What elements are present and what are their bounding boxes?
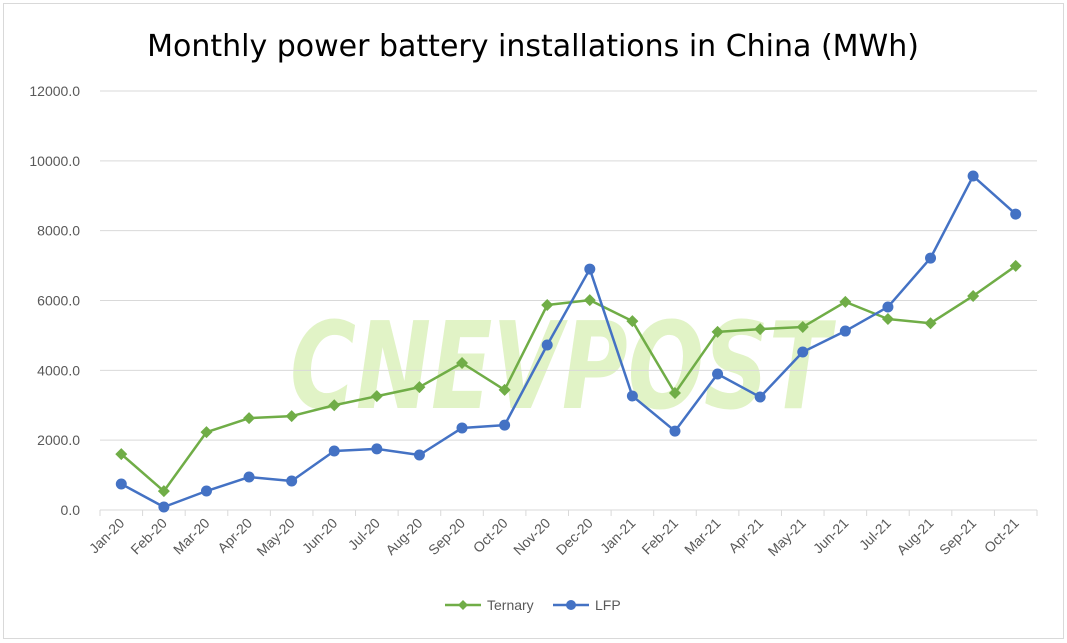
x-tick-label: Apr-21 [725,515,766,556]
data-point [243,412,256,425]
x-tick-label: Apr-20 [214,515,255,556]
data-point [499,419,511,431]
data-point [754,391,766,403]
legend-marker [458,600,468,610]
x-tick-label: Jul-20 [345,515,383,553]
x-tick-label: Sep-21 [936,515,979,558]
x-tick-label: Sep-20 [425,515,468,558]
data-point [925,252,937,264]
data-point [583,294,596,307]
x-tick-label: Jul-21 [856,515,894,553]
x-tick-label: May-21 [765,515,809,559]
data-point [541,339,553,351]
data-point [413,449,425,461]
x-tick-label: Dec-20 [553,515,596,558]
y-tick-label: 10000.0 [29,153,80,169]
data-point [967,170,979,182]
y-tick-label: 12000.0 [29,83,80,99]
data-point [158,501,170,513]
data-point [839,325,851,337]
x-tick-label: Jun-20 [299,515,341,557]
data-point [967,289,980,302]
y-tick-label: 2000.0 [37,432,80,448]
data-point [115,478,127,490]
data-point [286,475,298,487]
chart-title: Monthly power battery installations in C… [147,29,919,64]
data-point [413,381,426,394]
y-tick-label: 4000.0 [37,362,80,378]
x-tick-label: Feb-20 [127,515,170,558]
x-tick-label: Jan-21 [597,515,639,557]
legend-label: LFP [595,597,621,613]
data-point [924,317,937,330]
series-line-lfp [120,174,1017,509]
x-tick-label: Aug-21 [893,515,936,558]
data-point [797,346,809,358]
data-point [882,301,894,313]
data-point [881,313,894,326]
legend-marker [566,600,576,610]
data-point [456,357,469,370]
watermark: CNEVPOST [290,298,836,437]
data-point [328,399,341,412]
data-point [839,295,852,308]
x-tick-label: Aug-20 [382,515,425,558]
x-tick-label: Jun-21 [810,515,852,557]
data-point [1010,208,1022,220]
data-point [456,422,468,434]
x-tick-label: Feb-21 [638,515,681,558]
data-point [285,410,298,423]
y-tick-label: 8000.0 [37,223,80,239]
x-tick-label: Mar-20 [170,515,213,558]
data-point [626,315,639,328]
x-tick-label: Jan-20 [86,515,128,557]
data-point [200,426,213,439]
data-point [243,471,255,483]
x-tick-label: Oct-20 [470,515,511,556]
data-point [157,485,170,498]
data-point [115,448,128,461]
data-point [371,443,383,455]
data-point [584,263,596,275]
data-point [498,383,511,396]
x-tick-label: Nov-20 [510,515,553,558]
data-point [370,390,383,403]
data-point [328,445,340,457]
data-point [541,299,554,312]
x-tick-label: Mar-21 [681,515,724,558]
data-point [626,390,638,402]
data-point [711,325,724,338]
y-tick-label: 6000.0 [37,293,80,309]
legend-label: Ternary [487,597,534,613]
series-line-ternary [120,264,1017,493]
data-point [1009,259,1022,272]
y-tick-label: 0.0 [61,502,81,518]
data-point [754,323,767,336]
data-point [200,485,212,497]
data-point [712,368,724,380]
x-tick-label: Oct-21 [981,515,1022,556]
x-tick-label: May-20 [253,515,297,559]
data-point [669,425,681,437]
data-point [668,387,681,400]
data-point [796,321,809,334]
